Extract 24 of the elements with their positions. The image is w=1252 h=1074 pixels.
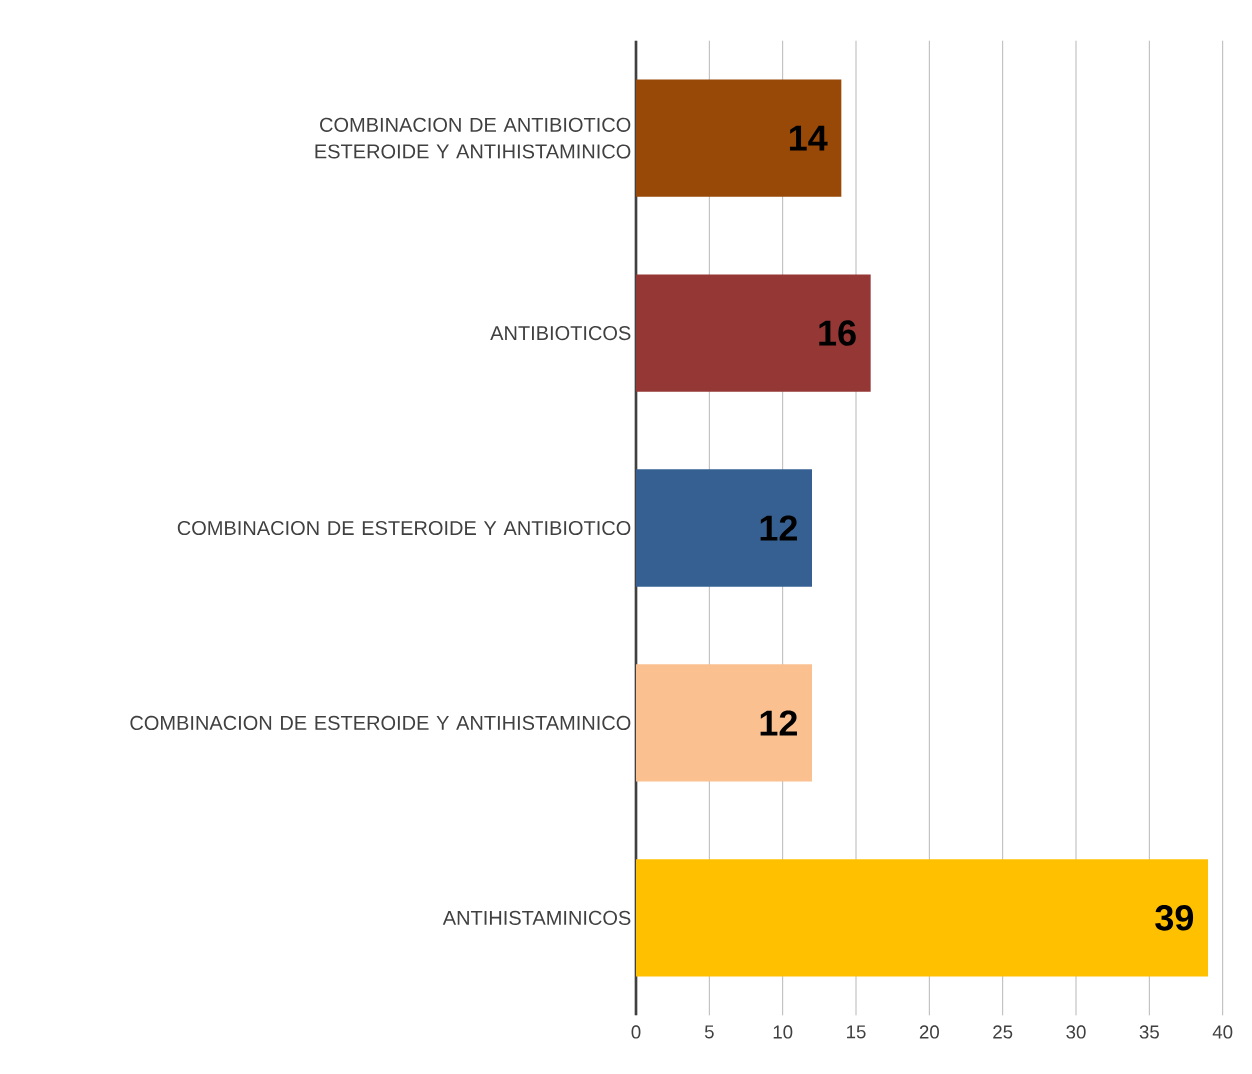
x-tick-label: 40 [1212,1025,1233,1039]
y-tick-label: ANTIHISTAMINICOS [442,910,631,925]
bar [636,79,842,197]
x-tick-label: 10 [773,1025,793,1039]
x-tick-label: 5 [704,1025,714,1039]
y-tick-label: ANTIBIOTICOS [490,325,631,341]
x-tick-label: 20 [919,1025,939,1039]
data-label: 12 [760,515,797,541]
data-label: 39 [1155,905,1194,931]
x-tick-label: 25 [993,1025,1013,1039]
bar [636,859,1208,977]
bar [636,274,871,392]
bar [636,664,812,782]
x-tick-label: 30 [1066,1025,1086,1039]
bar [636,469,812,587]
y-tick-label: COMBINACION DE ANTIBIOTICO ESTEROIDE Y ANTIHISTAMINICO [315,117,631,159]
data-label: 14 [789,125,828,151]
x-tick-label: 15 [847,1025,866,1039]
data-label: 16 [819,320,856,346]
y-tick-label: COMBINACION DE ESTEROIDE Y ANTIBIOTICO [177,520,631,536]
x-tick-label: 35 [1139,1025,1159,1039]
y-tick-label: COMBINACION DE ESTEROIDE Y ANTIHISTAMINICO [130,715,631,731]
x-tick-label: 0 [631,1025,641,1039]
data-label: 12 [760,710,797,736]
